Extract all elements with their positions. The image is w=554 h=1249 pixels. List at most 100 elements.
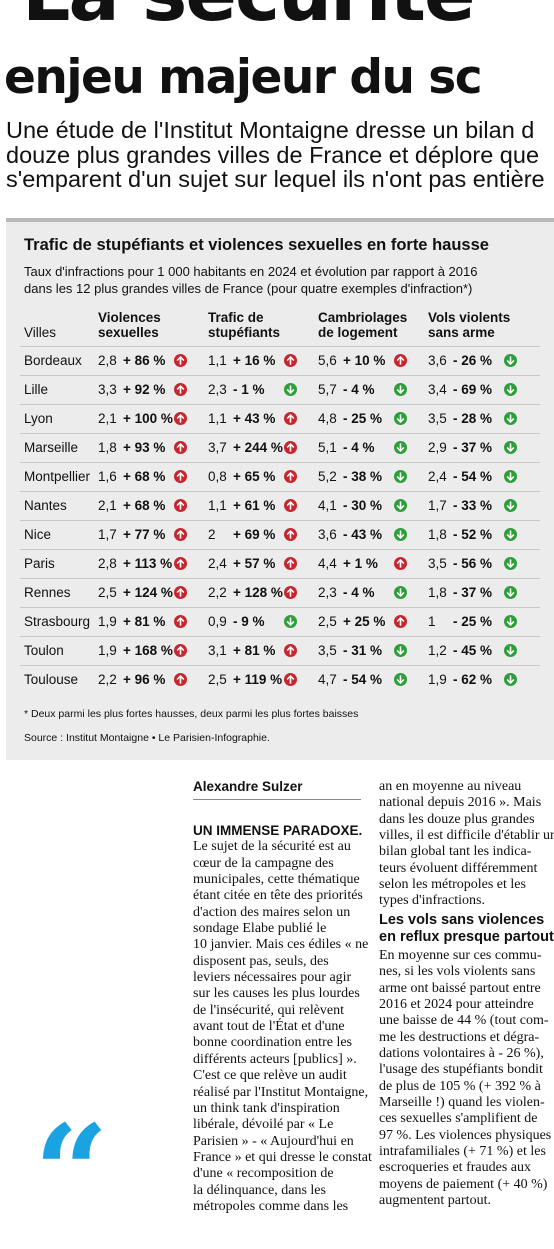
- rate-value: 1,2: [428, 643, 447, 658]
- article-line: ces sexuelles s'amplifient de: [379, 1111, 538, 1127]
- city-name: Toulouse: [24, 672, 79, 687]
- rate-value: 4,7: [318, 672, 337, 687]
- row-divider: [20, 607, 540, 608]
- rate-value: 1,7: [428, 498, 447, 513]
- table-row: Paris 2,8 + 113 % 2,4 + 57 % 4,4 + 1 % 3,5 - 56 …: [6, 549, 554, 576]
- arrow-down-icon: [504, 644, 517, 657]
- arrow-down-icon: [284, 383, 297, 396]
- city-name: Toulon: [24, 643, 64, 658]
- rate-value: 2,9: [428, 440, 447, 455]
- article-line: 97 %. Les violences physiques: [379, 1127, 552, 1143]
- table-row: Nantes 2,1 + 68 % 1,1 + 61 % 4,1 - 30 % 1,7 - 33…: [6, 491, 554, 518]
- article-line: types d'infractions.: [379, 893, 485, 909]
- evolution-value: + 68 %: [123, 469, 166, 484]
- rate-value: 5,7: [318, 382, 337, 397]
- arrow-up-icon: [394, 615, 407, 628]
- column-header-line: Cambriolages: [318, 310, 408, 325]
- evolution-value: - 9 %: [233, 614, 265, 629]
- arrow-down-icon: [504, 499, 517, 512]
- rate-value: 2,4: [428, 469, 447, 484]
- column-header-line: de logement: [318, 325, 398, 340]
- evolution-value: + 81 %: [123, 614, 166, 629]
- evolution-value: + 124 %: [123, 585, 173, 600]
- arrow-up-icon: [174, 644, 187, 657]
- article-line: national depuis 2016 ». Mais: [379, 795, 542, 811]
- rate-value: 2,8: [98, 353, 117, 368]
- infographic-box: Trafic de stupéfiants et violences sexue…: [6, 218, 554, 760]
- article-line: d'une « recomposition de: [193, 1166, 334, 1182]
- article-column-2-bottom: En moyenne sur ces commu-nes, si les vol…: [379, 948, 551, 1210]
- evolution-value: - 37 %: [453, 440, 493, 455]
- arrow-up-icon: [284, 499, 297, 512]
- byline: Alexandre Sulzer: [193, 779, 303, 794]
- article-line: d'action des maires selon un: [193, 904, 351, 920]
- rate-value: 1,8: [98, 440, 117, 455]
- article-line: France » et qui dresse le constat: [193, 1149, 372, 1165]
- rate-value: 5,1: [318, 440, 337, 455]
- table-row: Toulouse 2,2 + 96 % 2,5 + 119 % 4,7 - 54 % 1,9-…: [6, 665, 554, 692]
- article-line: intrafamiliales (+ 71 %) et les: [379, 1144, 546, 1160]
- row-divider: [20, 636, 540, 637]
- rate-value: 3,3: [98, 382, 117, 397]
- evolution-value: - 26 %: [453, 353, 493, 368]
- table-row: Marseille 1,8 + 93 % 3,7 + 244 % 5,1 - 4 % 2,9-…: [6, 433, 554, 460]
- arrow-up-icon: [284, 557, 297, 570]
- evolution-value: + 92 %: [123, 382, 166, 397]
- rate-value: 3,4: [428, 382, 447, 397]
- arrow-up-icon: [174, 383, 187, 396]
- evolution-value: - 38 %: [343, 469, 383, 484]
- row-divider: [20, 491, 540, 492]
- column-header-vols-violents: Vols violents sans arme: [428, 310, 510, 340]
- city-name: Strasbourg: [24, 614, 91, 629]
- article-line: municipales, cette thématique: [193, 872, 360, 888]
- evolution-value: + 16 %: [233, 353, 276, 368]
- arrow-up-icon: [284, 644, 297, 657]
- arrow-up-icon: [284, 673, 297, 686]
- arrow-down-icon: [284, 615, 297, 628]
- arrow-down-icon: [394, 644, 407, 657]
- headline-line-2: enjeu majeur du sc: [4, 50, 483, 105]
- rate-value: 3,5: [428, 411, 447, 426]
- city-name: Lille: [24, 382, 49, 397]
- article-line: une baisse de 44 % (tout com-: [379, 1013, 549, 1029]
- table-row: Montpellier 1,6 + 68 % 0,8 + 65 % 5,2 - 38 % 2,…: [6, 462, 554, 489]
- arrow-up-icon: [284, 354, 297, 367]
- standfirst-line: Une étude de l'Institut Montaigne dresse…: [6, 117, 535, 143]
- row-divider: [20, 404, 540, 405]
- standfirst-line: douze plus grandes villes de France et d…: [6, 141, 540, 168]
- city-name: Bordeaux: [24, 353, 82, 368]
- rate-value: 3,7: [208, 440, 227, 455]
- article-subhead: Les vols sans violences en reflux presque…: [379, 912, 554, 946]
- article-line: En moyenne sur ces commu-: [379, 948, 542, 963]
- evolution-value: - 45 %: [453, 643, 493, 658]
- arrow-up-icon: [174, 441, 187, 454]
- rate-value: 2,2: [208, 585, 227, 600]
- evolution-value: + 96 %: [123, 672, 166, 687]
- evolution-value: + 81 %: [233, 643, 276, 658]
- article-line: 10 janvier. Mais ces édiles « ne: [193, 937, 369, 953]
- rate-value: 1,9: [428, 672, 447, 687]
- evolution-value: + 68 %: [123, 498, 166, 513]
- headline-line-1: La sécurité: [22, 0, 476, 32]
- evolution-value: + 43 %: [233, 411, 276, 426]
- evolution-value: + 10 %: [343, 353, 386, 368]
- evolution-value: - 4 %: [343, 440, 375, 455]
- rate-value: 2,5: [98, 585, 117, 600]
- evolution-value: + 61 %: [233, 498, 276, 513]
- rate-value: 4,8: [318, 411, 337, 426]
- article-line: leviers nécessaires pour agir: [193, 970, 352, 986]
- row-divider: [20, 665, 540, 666]
- infographic-title: Trafic de stupéfiants et violences sexue…: [24, 236, 489, 254]
- arrow-up-icon: [174, 470, 187, 483]
- arrow-down-icon: [394, 470, 407, 483]
- arrow-up-icon: [284, 528, 297, 541]
- article-line: an en moyenne au niveau: [379, 779, 522, 794]
- article-line: 2016 et 2024 pour atteindre: [379, 997, 534, 1013]
- article-line: métropoles comme dans les: [193, 1198, 349, 1214]
- infographic-subtitle-line: dans les 12 plus grandes villes de Franc…: [24, 281, 473, 296]
- article-line: sur les causes les plus lourdes: [193, 986, 360, 1002]
- arrow-up-icon: [174, 354, 187, 367]
- article-line: teurs évoluent différemment: [379, 860, 538, 876]
- evolution-value: - 54 %: [343, 672, 383, 687]
- article-line: de l'insécurité, qui relèvent: [193, 1002, 345, 1018]
